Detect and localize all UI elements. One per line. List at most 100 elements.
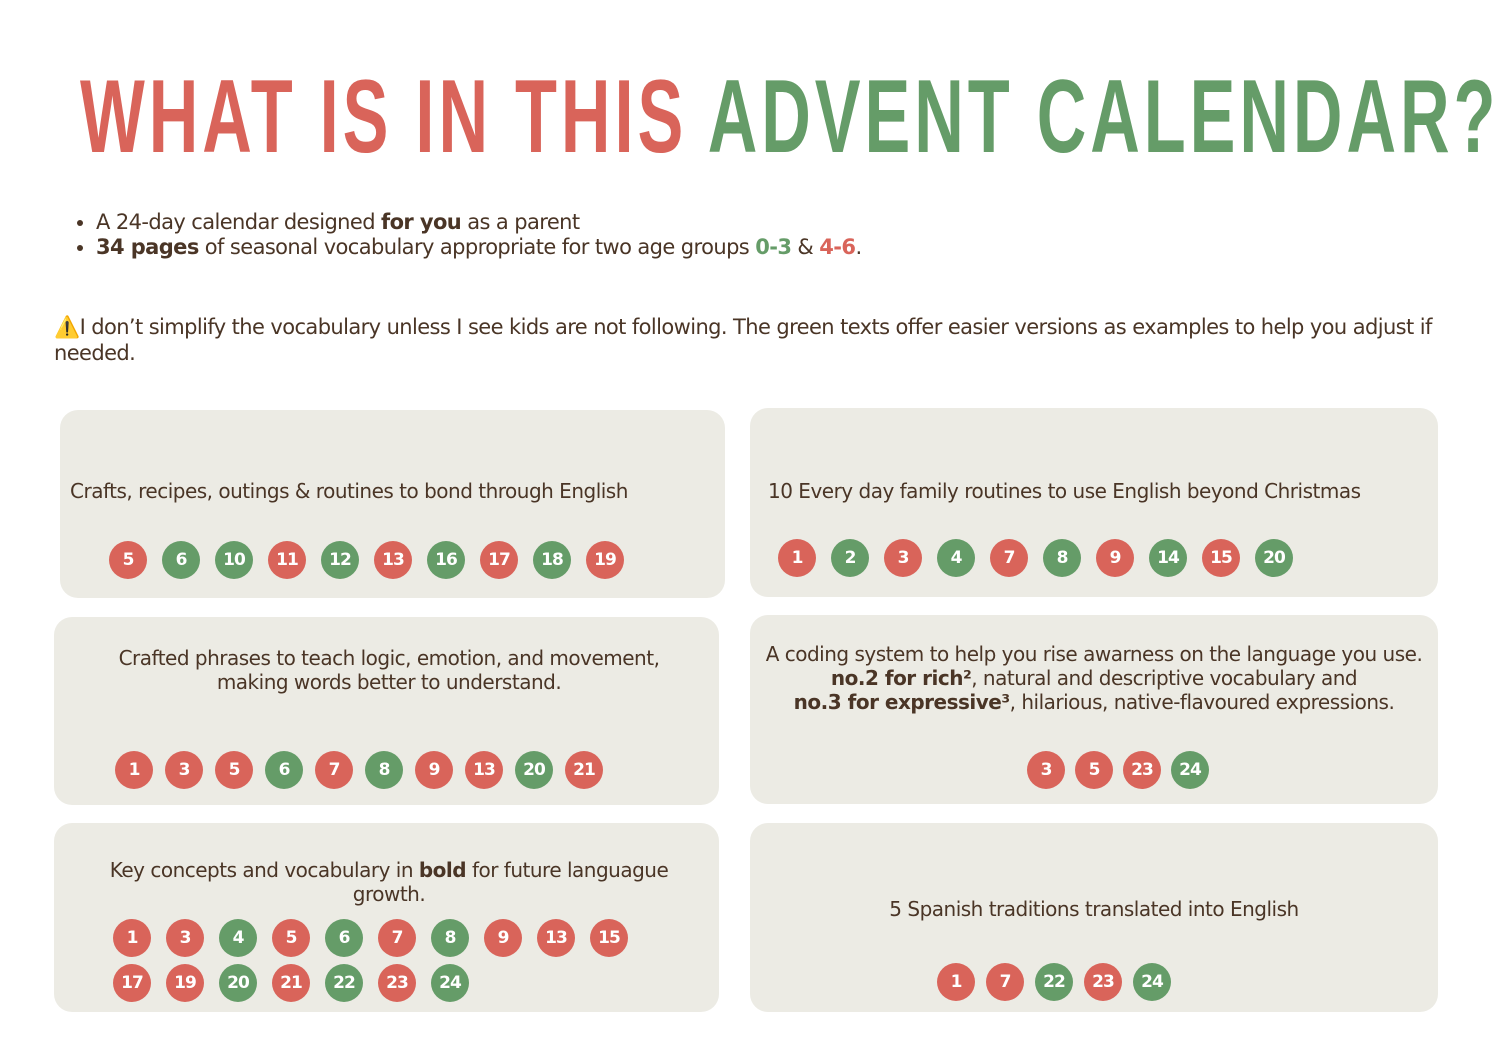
day-badge-11: 11 <box>268 541 306 579</box>
day-badge-19: 19 <box>586 541 624 579</box>
page-title: WHAT IS IN THIS ADVENT CALENDAR? <box>80 59 1495 175</box>
box-text-line: Key concepts and vocabulary in bold for … <box>74 858 704 906</box>
bold-text: no.2 for rich² <box>830 666 972 690</box>
text-segment: as a parent <box>461 210 580 234</box>
text-segment: . <box>855 235 862 259</box>
feature-box-spanish-traditions: 5 Spanish traditions translated into Eng… <box>750 823 1438 1012</box>
day-badge-6: 6 <box>325 919 363 957</box>
warning-icon: ⚠️ <box>54 315 80 339</box>
bold-text: for you <box>381 210 462 234</box>
day-badge-7: 7 <box>315 751 353 789</box>
bullet-item: 34 pages of seasonal vocabulary appropri… <box>96 235 862 260</box>
day-badge-9: 9 <box>415 751 453 789</box>
box-text-line: 5 Spanish traditions translated into Eng… <box>750 897 1438 921</box>
feature-box-phrases: Crafted phrases to teach logic, emotion,… <box>54 617 719 805</box>
text-segment: , natural and descriptive vocabulary and <box>971 666 1358 690</box>
box-text-line: Crafted phrases to teach logic, emotion,… <box>94 646 684 694</box>
day-badge-22: 22 <box>1035 963 1073 1001</box>
day-badge-5: 5 <box>109 541 147 579</box>
box-text-line: no.3 for expressive³, hilarious, native-… <box>760 690 1428 714</box>
day-badge-20: 20 <box>1255 539 1293 577</box>
day-badge-7: 7 <box>378 919 416 957</box>
day-badge-22: 22 <box>325 964 363 1002</box>
day-badge-5: 5 <box>1075 751 1113 789</box>
day-badge-20: 20 <box>515 751 553 789</box>
day-badges: 1 3 5 6 7 8 9 13 20 21 <box>115 751 603 789</box>
text-segment: 5 Spanish traditions translated into Eng… <box>889 897 1299 921</box>
day-badge-21: 21 <box>565 751 603 789</box>
day-badge-20: 20 <box>219 964 257 1002</box>
title-part-red: WHAT IS IN THIS <box>80 59 688 175</box>
day-badge-17: 17 <box>480 541 518 579</box>
day-badge-10: 10 <box>215 541 253 579</box>
day-badge-7: 7 <box>990 539 1028 577</box>
day-badge-3: 3 <box>165 751 203 789</box>
day-badge-23: 23 <box>378 964 416 1002</box>
day-badge-9: 9 <box>1096 539 1134 577</box>
box-text-line: no.2 for rich², natural and descriptive … <box>760 666 1428 690</box>
day-badge-8: 8 <box>1043 539 1081 577</box>
day-badges: 1 2 3 4 7 8 9 14 15 20 <box>778 539 1293 577</box>
feature-bullets: A 24-day calendar designed for you as a … <box>70 210 862 260</box>
day-badge-7: 7 <box>986 963 1024 1001</box>
day-badge-4: 4 <box>219 919 257 957</box>
box-text: 5 Spanish traditions translated into Eng… <box>750 897 1438 921</box>
warning-text: I don’t simplify the vocabulary unless I… <box>54 315 1432 365</box>
day-badge-1: 1 <box>115 751 153 789</box>
text-segment: Crafts, recipes, outings & routines to b… <box>70 479 628 503</box>
feature-box-coding: A coding system to help you rise awarnes… <box>750 615 1438 804</box>
day-badge-8: 8 <box>431 919 469 957</box>
day-badge-19: 19 <box>166 964 204 1002</box>
bullet-item: A 24-day calendar designed for you as a … <box>96 210 862 235</box>
day-badge-24: 24 <box>1133 963 1171 1001</box>
day-badges: 3 5 23 24 <box>1027 751 1209 789</box>
day-badge-5: 5 <box>272 919 310 957</box>
text-segment: A 24-day calendar designed <box>96 210 382 234</box>
day-badge-5: 5 <box>215 751 253 789</box>
day-badge-13: 13 <box>465 751 503 789</box>
text-segment: 10 Every day family routines to use Engl… <box>768 479 1361 503</box>
day-badge-6: 6 <box>162 541 200 579</box>
bold-text: 34 pages <box>96 235 199 259</box>
text-segment: & <box>791 235 820 259</box>
day-badge-3: 3 <box>1027 751 1065 789</box>
day-badge-14: 14 <box>1149 539 1187 577</box>
text-segment: A coding system to help you rise awarnes… <box>765 642 1423 666</box>
box-text-line: 10 Every day family routines to use Engl… <box>768 479 1428 503</box>
warning-note: ⚠️I don’t simplify the vocabulary unless… <box>54 314 1454 366</box>
feature-box-routines: 10 Every day family routines to use Engl… <box>750 408 1438 597</box>
box-text: Crafted phrases to teach logic, emotion,… <box>94 646 684 694</box>
box-text: Crafts, recipes, outings & routines to b… <box>70 479 720 503</box>
day-badge-23: 23 <box>1084 963 1122 1001</box>
day-badge-15: 15 <box>1202 539 1240 577</box>
day-badges: 1 3 4 5 6 7 8 9 13 15 17 19 20 21 22 23 24 <box>113 919 653 1002</box>
text-green: 0-3 <box>755 235 792 259</box>
text-segment: for future languague growth. <box>352 858 669 906</box>
day-badge-9: 9 <box>484 919 522 957</box>
box-text: A coding system to help you rise awarnes… <box>760 642 1428 714</box>
day-badge-2: 2 <box>831 539 869 577</box>
day-badge-4: 4 <box>937 539 975 577</box>
day-badge-24: 24 <box>1171 751 1209 789</box>
feature-box-key-concepts: Key concepts and vocabulary in bold for … <box>54 823 719 1012</box>
title-part-green: ADVENT CALENDAR? <box>707 59 1500 175</box>
text-segment: , hilarious, native-flavoured expression… <box>1009 690 1395 714</box>
day-badge-18: 18 <box>533 541 571 579</box>
text-segment: Crafted phrases to teach logic, emotion,… <box>118 646 660 694</box>
day-badge-15: 15 <box>590 919 628 957</box>
feature-box-crafts: Crafts, recipes, outings & routines to b… <box>60 410 725 598</box>
day-badge-1: 1 <box>778 539 816 577</box>
bold-text: bold <box>418 858 467 882</box>
bold-text: no.3 for expressive³ <box>793 690 1010 714</box>
box-text: 10 Every day family routines to use Engl… <box>768 479 1428 503</box>
day-badge-21: 21 <box>272 964 310 1002</box>
day-badge-13: 13 <box>537 919 575 957</box>
day-badge-12: 12 <box>321 541 359 579</box>
day-badge-3: 3 <box>166 919 204 957</box>
day-badge-24: 24 <box>431 964 469 1002</box>
day-badge-8: 8 <box>365 751 403 789</box>
day-badge-23: 23 <box>1123 751 1161 789</box>
day-badge-13: 13 <box>374 541 412 579</box>
day-badges: 1 7 22 23 24 <box>937 963 1171 1001</box>
box-text-line: Crafts, recipes, outings & routines to b… <box>70 479 720 503</box>
